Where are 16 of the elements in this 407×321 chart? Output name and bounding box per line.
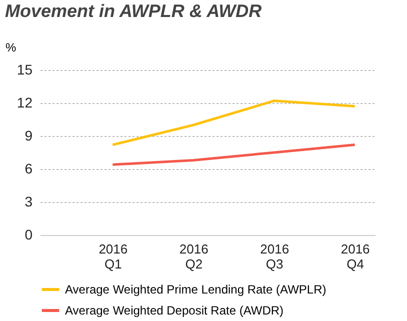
y-tick-label: 15 — [16, 62, 33, 78]
legend-label: Average Weighted Deposit Rate (AWDR) — [65, 304, 284, 318]
y-tick-label: 6 — [24, 160, 33, 176]
y-tick-label: 3 — [24, 194, 33, 210]
line-series — [111, 144, 356, 166]
y-tick-label: 12 — [16, 94, 33, 110]
legend-label: Average Weighted Prime Lending Rate (AWPLR) — [65, 282, 326, 296]
x-tick-label: 2016 Q4 — [340, 242, 370, 272]
y-tick-label: 9 — [24, 128, 33, 144]
line-series — [111, 100, 356, 146]
x-tick-label: 2016 Q3 — [260, 242, 290, 272]
y-tick-label: 0 — [24, 226, 33, 242]
y-axis-title: % — [6, 40, 16, 54]
x-tick-label: 2016 Q1 — [98, 242, 128, 272]
x-tick-label: 2016 Q2 — [179, 242, 208, 272]
chart-title: Movement in AWPLR & AWDR — [5, 1, 262, 21]
